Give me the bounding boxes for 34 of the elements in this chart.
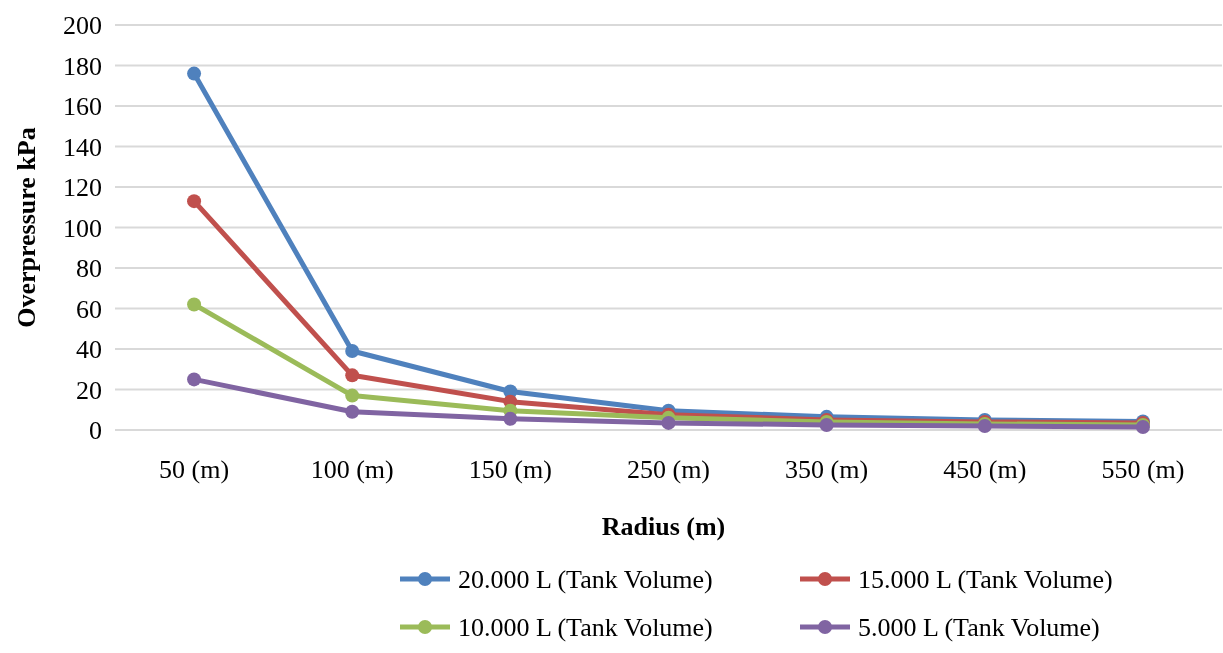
point [187,194,202,209]
y-tick-label: 140 [63,132,102,162]
y-tick-label: 100 [63,213,102,243]
y-tick-label: 200 [63,11,102,41]
point [661,415,676,430]
point [345,388,360,403]
legend-label: 20.000 L (Tank Volume) [458,565,713,594]
x-tick-label: 100 (m) [310,455,394,484]
legend-label: 10.000 L (Tank Volume) [458,613,713,642]
y-tick-label: 160 [63,92,102,122]
y-tick-label: 40 [76,335,102,365]
legend-label: 5.000 L (Tank Volume) [858,613,1100,642]
y-tick-label: 180 [63,51,102,81]
x-tick-label: 450 (m) [943,455,1027,484]
y-tick-label: 60 [76,294,102,324]
legend-label: 15.000 L (Tank Volume) [858,565,1113,594]
point [345,344,360,359]
x-tick-label: 150 (m) [468,455,552,484]
point [345,368,360,383]
x-tick-label: 550 (m) [1101,455,1185,484]
y-tick-label: 120 [63,173,102,203]
point [503,411,518,426]
point [345,404,360,419]
y-tick-label: 80 [76,254,102,284]
y-axis-title: Overpressure kPa [12,127,41,328]
point [187,66,202,81]
point [187,372,202,387]
point [187,297,202,312]
y-tick-label: 20 [76,375,102,405]
x-tick-label: 50 (m) [159,455,230,484]
y-tick-label: 0 [89,416,102,446]
x-tick-label: 350 (m) [785,455,869,484]
x-axis-title: Radius (m) [601,512,726,541]
x-tick-label: 250 (m) [626,455,711,484]
